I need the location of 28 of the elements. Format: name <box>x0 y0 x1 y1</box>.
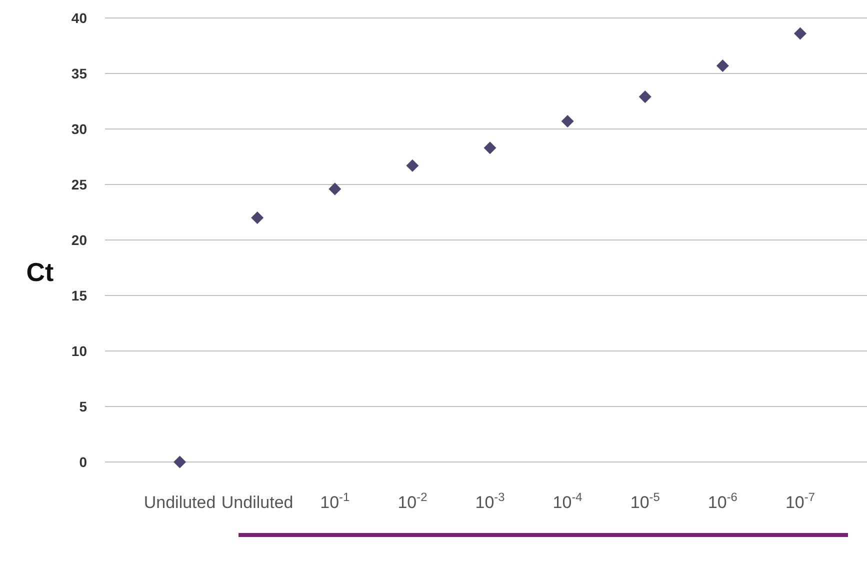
y-tick-label: 10 <box>71 342 88 359</box>
y-tick-label: 20 <box>71 232 88 248</box>
point <box>328 182 342 196</box>
point <box>794 27 806 40</box>
point <box>406 159 419 172</box>
point <box>251 212 264 224</box>
y-tick-label: 15 <box>71 287 88 304</box>
y-axis-title: Ct <box>26 257 54 288</box>
x-tick-label: 10$^{-4}$ <box>552 490 583 512</box>
point <box>561 114 574 128</box>
x-tick-label: 10$^{-1}$ <box>320 490 350 512</box>
point <box>174 456 186 468</box>
y-tick-label: 5 <box>79 398 88 414</box>
point <box>716 59 729 72</box>
x-tick-label: 10$^{-5}$ <box>630 490 660 512</box>
x-tick-label: Undiluted <box>221 493 294 512</box>
point <box>484 142 496 154</box>
y-tick-label: 25 <box>71 176 88 192</box>
x-tick-label: 10$^{-6}$ <box>708 490 738 512</box>
y-tick-label: 0 <box>79 454 88 470</box>
point <box>638 90 652 104</box>
x-tick-label: 10$^{-7}$ <box>785 490 816 512</box>
x-tick-label: 10$^{-3}$ <box>475 490 506 512</box>
y-tick-label: 40 <box>71 10 88 26</box>
x-tick-label: 10$^{-2}$ <box>398 490 428 512</box>
y-tick-label: 35 <box>71 65 88 82</box>
x-tick-label: Undiluted <box>144 493 216 512</box>
y-tick-label: 30 <box>71 120 88 137</box>
